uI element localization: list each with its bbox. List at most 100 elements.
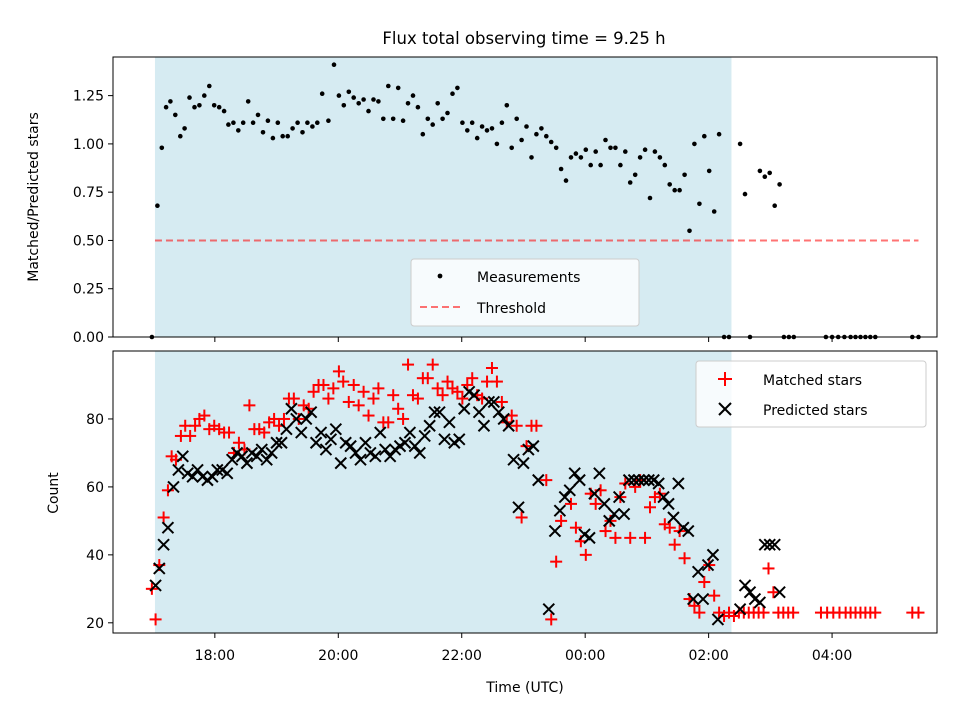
predicted-star-point <box>573 473 586 487</box>
y-tick-label: 1.25 <box>73 89 104 105</box>
predicted-star-point <box>250 450 264 463</box>
measurement-point <box>637 155 643 160</box>
measurement-point <box>182 126 187 131</box>
measurement-point <box>319 91 325 96</box>
matched-star-point <box>441 375 454 388</box>
predicted-star-point <box>527 439 540 453</box>
matched-star-point <box>530 419 543 432</box>
y-tick-label: 1.00 <box>73 137 104 153</box>
predicted-star-point <box>225 453 239 466</box>
predicted-star-point <box>453 433 466 446</box>
matched-star-point <box>258 426 271 439</box>
matched-star-point <box>421 372 434 385</box>
measurement-point <box>415 104 421 110</box>
measurement-point <box>366 108 371 114</box>
figure-title: Flux total observing time = 9.25 h <box>382 29 665 48</box>
predicted-star-point <box>711 613 725 626</box>
predicted-star-point <box>701 558 715 572</box>
measurement-point <box>608 145 613 151</box>
ratio-panel: 0.00 0.25 0.50 0.75 1.00 1.25 Matched/Predict… <box>26 56 938 346</box>
y-tick-label: 40 <box>86 548 104 564</box>
measurement-point <box>578 155 584 160</box>
predicted-star-point <box>487 395 501 409</box>
predicted-star-point <box>157 538 170 551</box>
matched-star-point <box>431 382 444 395</box>
matched-star-point <box>589 497 602 510</box>
measurement-point <box>494 141 500 147</box>
predicted-star-point <box>532 473 545 487</box>
measurement-point <box>737 141 743 147</box>
matched-star-point <box>599 525 612 538</box>
matched-star-point <box>292 412 305 425</box>
predicted-star-point <box>359 436 372 449</box>
measurement-point <box>598 162 603 168</box>
measurements-layer <box>149 62 921 340</box>
matched-star-point <box>624 531 637 544</box>
measurement-point <box>652 149 658 154</box>
matched-star-point <box>762 562 775 575</box>
measurement-point <box>361 97 366 102</box>
measurement-point <box>519 137 524 143</box>
predicted-star-point <box>753 596 767 609</box>
matched-star-point <box>372 382 385 395</box>
measurement-point <box>405 101 411 106</box>
measurement-point <box>216 104 222 110</box>
measurement-point <box>440 116 445 122</box>
measurement-point <box>534 131 539 137</box>
legend-predicted-marker <box>718 402 732 416</box>
predicted-star-point <box>428 405 441 419</box>
ratio-plot-frame <box>112 56 938 338</box>
predicted-star-point <box>149 579 162 592</box>
measurement-point <box>341 103 347 108</box>
measurement-point <box>716 131 722 137</box>
predicted-star-point <box>324 433 338 446</box>
measurement-point <box>539 126 544 131</box>
y-tick-label: 0.50 <box>73 233 104 249</box>
matched-star-point <box>426 358 439 371</box>
matched-star-point <box>189 419 202 432</box>
measurement-point <box>711 209 717 214</box>
count-y-ticks: 20 40 60 80 <box>86 412 113 632</box>
y-tick-label: 80 <box>86 412 104 428</box>
measurement-point <box>386 83 391 89</box>
predicted-star-point <box>517 456 530 470</box>
predicted-star-point <box>418 429 431 443</box>
measurement-point <box>627 180 633 185</box>
predicted-star-point <box>763 538 776 551</box>
measurement-point <box>706 168 712 174</box>
measurement-point <box>583 147 589 152</box>
measurement-point <box>489 126 495 131</box>
matched-star-point <box>609 531 622 544</box>
measurement-point <box>677 187 682 193</box>
matched-star-point <box>451 385 464 398</box>
predicted-star-point <box>477 419 491 432</box>
measurement-point <box>356 101 362 106</box>
predicted-star-point <box>220 467 234 480</box>
measurement-point <box>280 133 286 139</box>
predicted-star-point <box>733 603 747 616</box>
ratio-legend: Measurements Threshold <box>410 258 640 327</box>
matched-star-point <box>643 501 656 514</box>
predicted-stars-layer <box>149 385 786 626</box>
predicted-star-point <box>667 511 680 524</box>
matched-star-point <box>698 576 711 589</box>
predicted-star-point <box>329 422 343 436</box>
predicted-star-point <box>696 592 710 606</box>
predicted-star-point <box>738 579 752 592</box>
measurement-point <box>435 101 441 106</box>
predicted-star-point <box>299 412 313 426</box>
count-x-ticks: 18:00 20:00 22:00 00:00 02:00 04:00 <box>195 633 852 664</box>
measurement-point <box>588 162 593 168</box>
measurement-point <box>168 99 173 104</box>
matched-star-point <box>485 361 498 374</box>
measurement-point <box>395 85 401 91</box>
measurement-point <box>623 149 628 154</box>
matched-star-point <box>456 392 469 405</box>
matched-star-point <box>307 385 320 398</box>
measurement-point <box>236 128 241 133</box>
predicted-star-point <box>319 443 333 456</box>
predicted-star-point <box>482 395 496 409</box>
matched-star-point <box>382 416 395 429</box>
matched-star-point <box>347 378 360 391</box>
measurement-point <box>509 145 514 151</box>
